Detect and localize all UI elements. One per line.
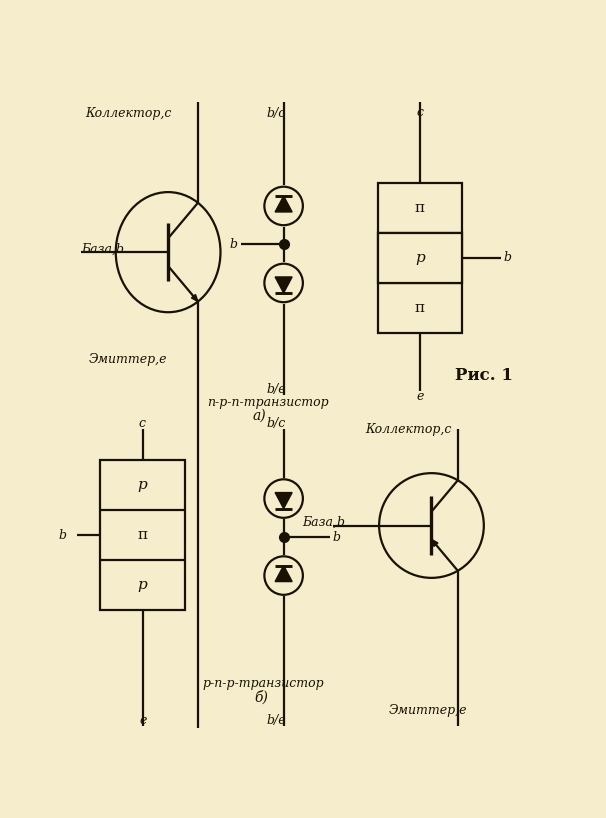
- Text: b: b: [59, 528, 67, 542]
- Text: р-п-р-транзистор: р-п-р-транзистор: [202, 676, 324, 690]
- Bar: [378, 233, 462, 283]
- Text: р: р: [415, 251, 425, 265]
- Text: п: п: [415, 301, 425, 315]
- Text: Коллектор,c: Коллектор,c: [365, 423, 452, 436]
- Text: e: e: [139, 714, 147, 727]
- Text: b: b: [332, 531, 340, 543]
- Text: р: р: [138, 478, 148, 492]
- Polygon shape: [431, 539, 438, 546]
- Text: b: b: [230, 238, 238, 251]
- Text: Рис. 1: Рис. 1: [454, 366, 513, 384]
- Text: Эмиттер,e: Эмиттер,e: [388, 703, 467, 717]
- Text: п-р-п-транзистор: п-р-п-транзистор: [207, 396, 328, 409]
- Polygon shape: [275, 277, 292, 293]
- Text: п: п: [415, 201, 425, 215]
- Text: b: b: [504, 251, 512, 264]
- Text: c: c: [139, 416, 146, 429]
- Bar: [101, 460, 185, 610]
- Text: b/c: b/c: [267, 416, 286, 429]
- Text: b/e: b/e: [267, 714, 286, 727]
- Text: c: c: [416, 106, 423, 119]
- Bar: [378, 183, 462, 333]
- Text: п: п: [138, 528, 148, 542]
- Text: б): б): [255, 690, 268, 704]
- Polygon shape: [275, 565, 292, 582]
- Text: База,b: База,b: [81, 243, 124, 255]
- Text: р: р: [138, 578, 148, 592]
- Text: b/c: b/c: [267, 107, 286, 120]
- Polygon shape: [275, 492, 292, 509]
- Text: База,b: База,b: [302, 516, 345, 529]
- Polygon shape: [275, 196, 292, 212]
- Text: Эмиттер,e: Эмиттер,e: [89, 353, 167, 366]
- Text: Коллектор,c: Коллектор,c: [85, 107, 171, 120]
- Text: e: e: [417, 390, 424, 403]
- Text: b/e: b/e: [267, 383, 286, 396]
- Text: а): а): [253, 408, 267, 422]
- Polygon shape: [191, 294, 198, 302]
